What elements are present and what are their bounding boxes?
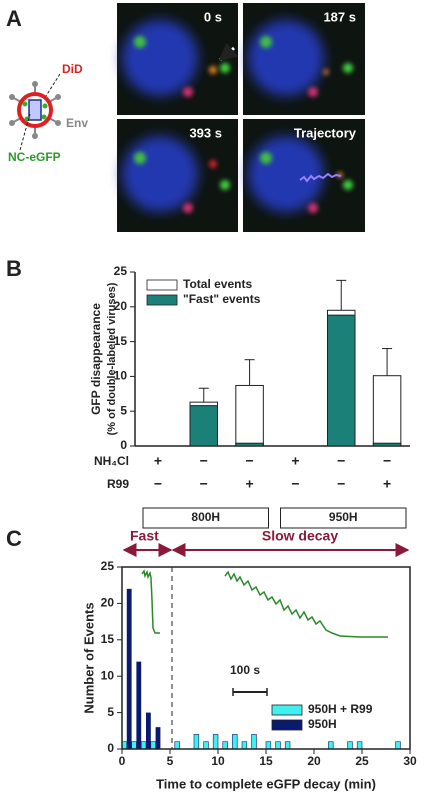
condition-label: NH₄Cl [94, 454, 129, 468]
y-tick-label: 20 [114, 299, 128, 313]
y-tick-label: 5 [107, 705, 114, 719]
histogram-bar [136, 661, 142, 749]
y-axis-label: Number of Events [81, 602, 96, 713]
x-tick-label: 15 [259, 754, 273, 768]
image-frame: 0 s [117, 3, 239, 115]
y-tick-label: 15 [101, 632, 115, 646]
histogram-bar [356, 741, 363, 750]
image-frame: 393 s [117, 119, 238, 232]
image-frame: 187 s [243, 3, 365, 115]
panel-label: B [6, 256, 22, 281]
y-tick-label: 15 [114, 334, 128, 348]
condition-sign: − [383, 453, 391, 469]
condition-sign: + [383, 476, 391, 492]
histogram-bar [328, 741, 334, 750]
panel-label: C [6, 526, 22, 551]
condition-sign: − [200, 453, 208, 469]
legend-label: "Fast" events [183, 292, 261, 306]
group-label: 950H [329, 510, 358, 524]
condition-sign: − [154, 476, 162, 492]
y-tick-label: 10 [114, 369, 128, 383]
group-box [142, 507, 269, 529]
histogram-bar [150, 741, 156, 750]
histogram-bar [203, 741, 209, 750]
histogram-bar [140, 741, 147, 750]
legend-swatch [146, 279, 178, 291]
histogram-bar [275, 741, 281, 750]
trace-inset [224, 570, 388, 638]
histogram-bar [212, 734, 219, 750]
x-tick-label: 5 [167, 754, 174, 768]
bar [372, 375, 402, 447]
histogram-bar [126, 588, 132, 749]
trace-inset [141, 569, 160, 634]
x-tick-label: 20 [307, 754, 321, 768]
histogram-bar [193, 734, 200, 750]
histogram-bar [174, 741, 180, 750]
y-tick-label: 20 [101, 596, 115, 610]
diagram-label: Env [66, 116, 88, 130]
legend-label: 950H [308, 717, 337, 731]
x-tick-label: 0 [119, 754, 126, 768]
condition-sign: − [245, 453, 253, 469]
condition-sign: − [337, 476, 345, 492]
histogram-bar [241, 741, 248, 750]
bar [327, 314, 356, 447]
frame-label: 393 s [189, 125, 222, 140]
y-tick-label: 0 [120, 438, 127, 452]
condition-sign: − [200, 476, 208, 492]
image-frame: Trajectory [243, 119, 365, 232]
histogram-bar [265, 741, 272, 750]
histogram-bar [395, 741, 401, 750]
bar [235, 442, 264, 447]
group-label: 800H [191, 510, 220, 524]
x-axis-label: Time to complete eGFP decay (min) [156, 776, 376, 791]
histogram-bar [146, 712, 151, 749]
y-axis-label: (% of double-labeled viruses) [106, 282, 118, 435]
bar [189, 405, 218, 447]
annotation: 100 s [230, 663, 260, 677]
y-tick-label: 5 [120, 403, 127, 417]
legend-swatch [271, 719, 303, 731]
condition-sign: + [154, 453, 162, 469]
y-tick-label: 25 [114, 264, 128, 278]
x-tick-label: 30 [403, 754, 417, 768]
legend-label: Total events [183, 277, 252, 291]
legend-swatch [271, 704, 303, 716]
frame-label: Trajectory [294, 125, 357, 140]
histogram-bar [155, 727, 161, 749]
bar [372, 442, 402, 447]
histogram-bar [284, 741, 291, 750]
y-axis-label: GFP disappearance [89, 303, 103, 415]
condition-label: R99 [107, 477, 129, 491]
histogram-bar [347, 741, 353, 750]
y-tick-label: 25 [101, 559, 115, 573]
panel-label: A [6, 6, 22, 31]
y-tick-label: 10 [101, 668, 115, 682]
diagram-label: NC-eGFP [8, 150, 61, 164]
histogram-bar [251, 734, 257, 750]
legend-label: 950H + R99 [308, 702, 373, 716]
annotation: Fast [130, 528, 159, 544]
condition-sign: + [245, 476, 253, 492]
annotation: Slow decay [262, 528, 338, 544]
y-tick-label: 0 [107, 741, 114, 755]
histogram-bar [232, 734, 238, 750]
plot-frame [121, 566, 411, 750]
condition-sign: − [291, 476, 299, 492]
frame-label: 187 s [323, 9, 356, 24]
group-box [280, 507, 407, 529]
legend-swatch [146, 294, 178, 306]
histogram-bar [131, 741, 137, 750]
x-tick-label: 10 [211, 754, 225, 768]
virus-diagram: DiD Env NC-eGFP [8, 62, 88, 164]
x-tick-label: 25 [355, 754, 369, 768]
condition-sign: + [291, 453, 299, 469]
histogram-bar [222, 741, 228, 750]
diagram-label: DiD [62, 62, 83, 76]
bar [235, 384, 264, 447]
condition-sign: − [337, 453, 345, 469]
frame-label: 0 s [204, 9, 222, 24]
